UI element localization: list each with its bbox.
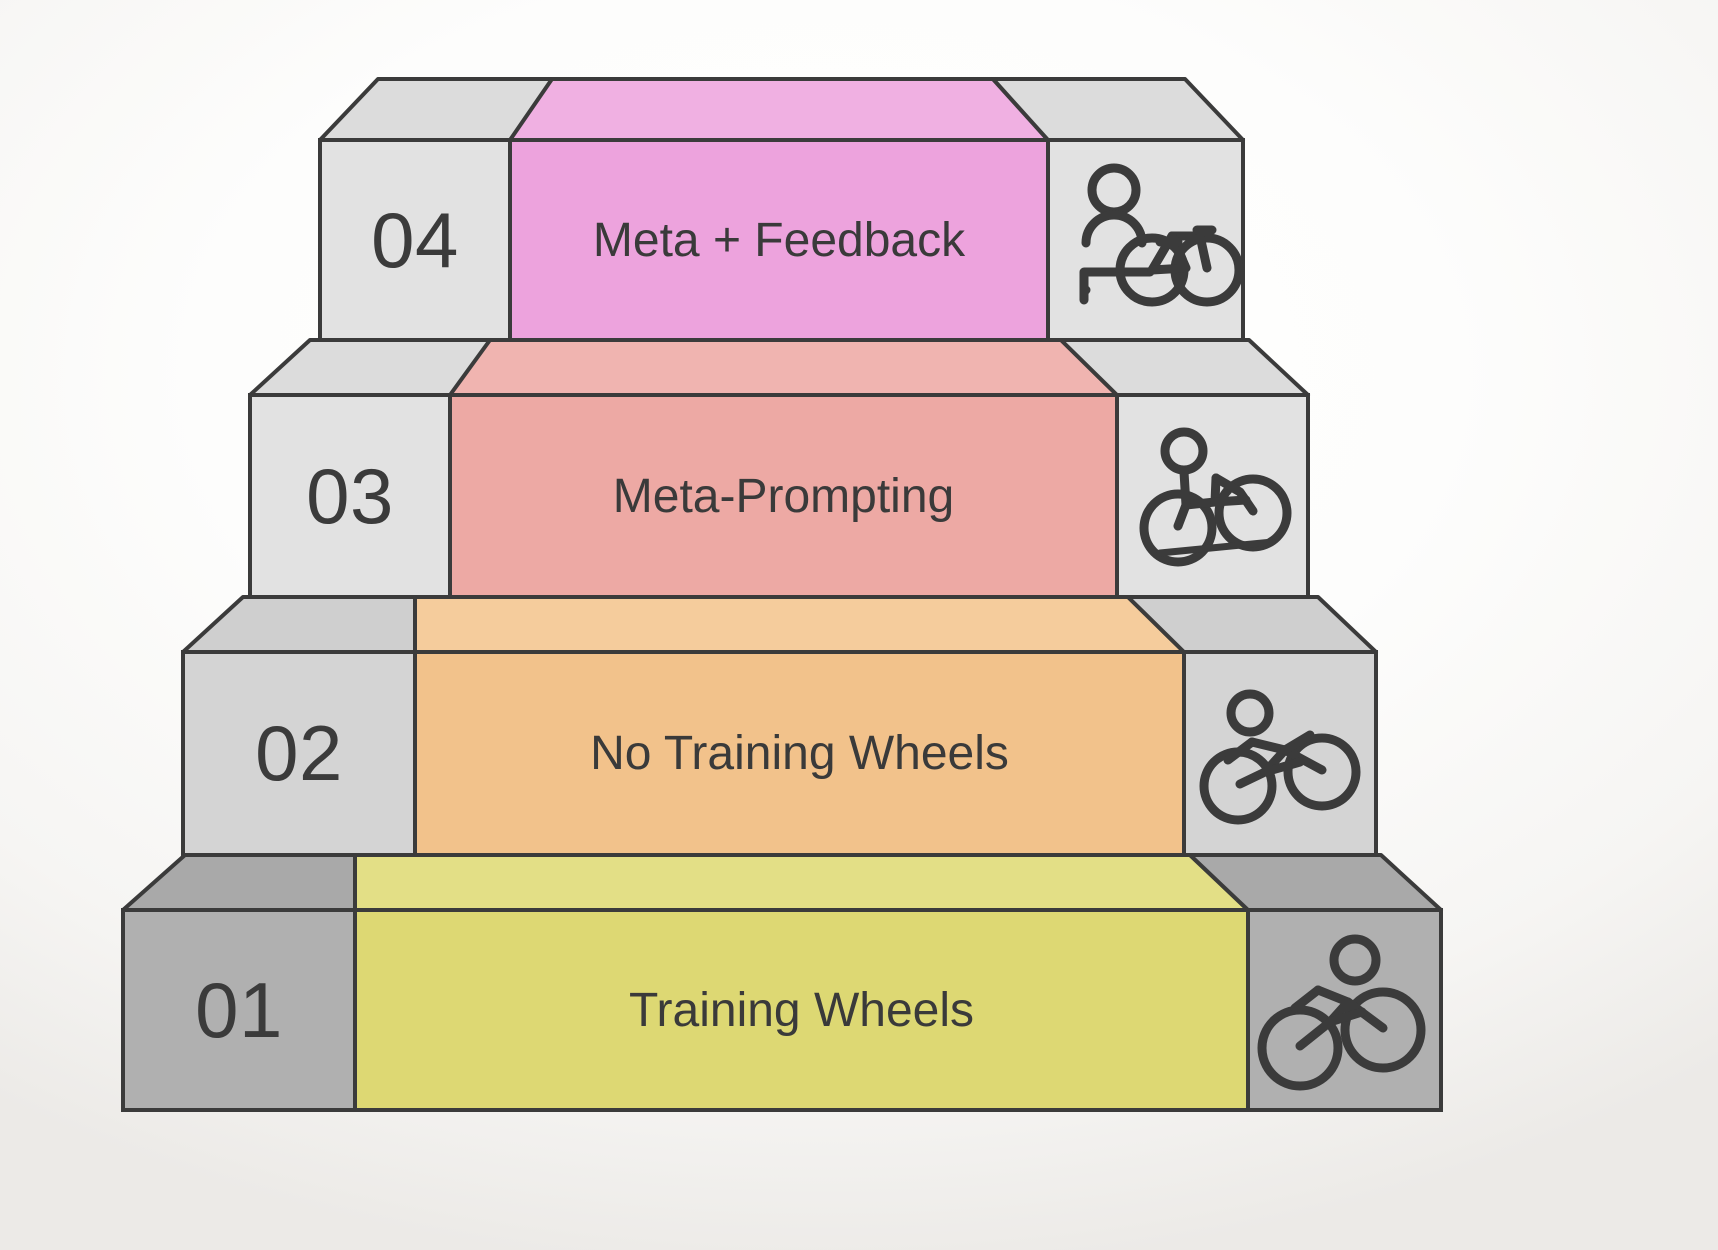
cyclist-upright-icon	[1139, 427, 1292, 567]
step-04-number-panel	[318, 138, 512, 342]
step-02-label-panel	[413, 650, 1186, 857]
step-04-center-top-face	[508, 77, 1050, 142]
cyclist-leaning-icon	[1199, 689, 1361, 825]
cyclist-icon	[1257, 934, 1426, 1091]
step-03-label-panel	[448, 393, 1119, 599]
step-04-label-panel	[508, 138, 1050, 342]
step-02-number-panel	[181, 650, 417, 857]
step-01-label-panel	[353, 908, 1250, 1112]
step-01-left-top-face	[121, 853, 357, 912]
step-02-center-top-face	[413, 595, 1186, 654]
step-03-number-panel	[248, 393, 452, 599]
bicycle-with-person-icon	[1079, 163, 1244, 307]
step-02-icon-panel	[1182, 650, 1378, 857]
step-02-group[interactable]	[181, 595, 1378, 857]
step-01-group[interactable]	[121, 853, 1443, 1112]
step-03-center-top-face	[448, 338, 1119, 397]
step-04-group[interactable]	[318, 77, 1245, 342]
step-03-group[interactable]	[248, 338, 1310, 599]
step-01-number-panel	[121, 908, 357, 1112]
step-01-center-top-face	[353, 853, 1250, 912]
step-02-left-top-face	[181, 595, 417, 654]
